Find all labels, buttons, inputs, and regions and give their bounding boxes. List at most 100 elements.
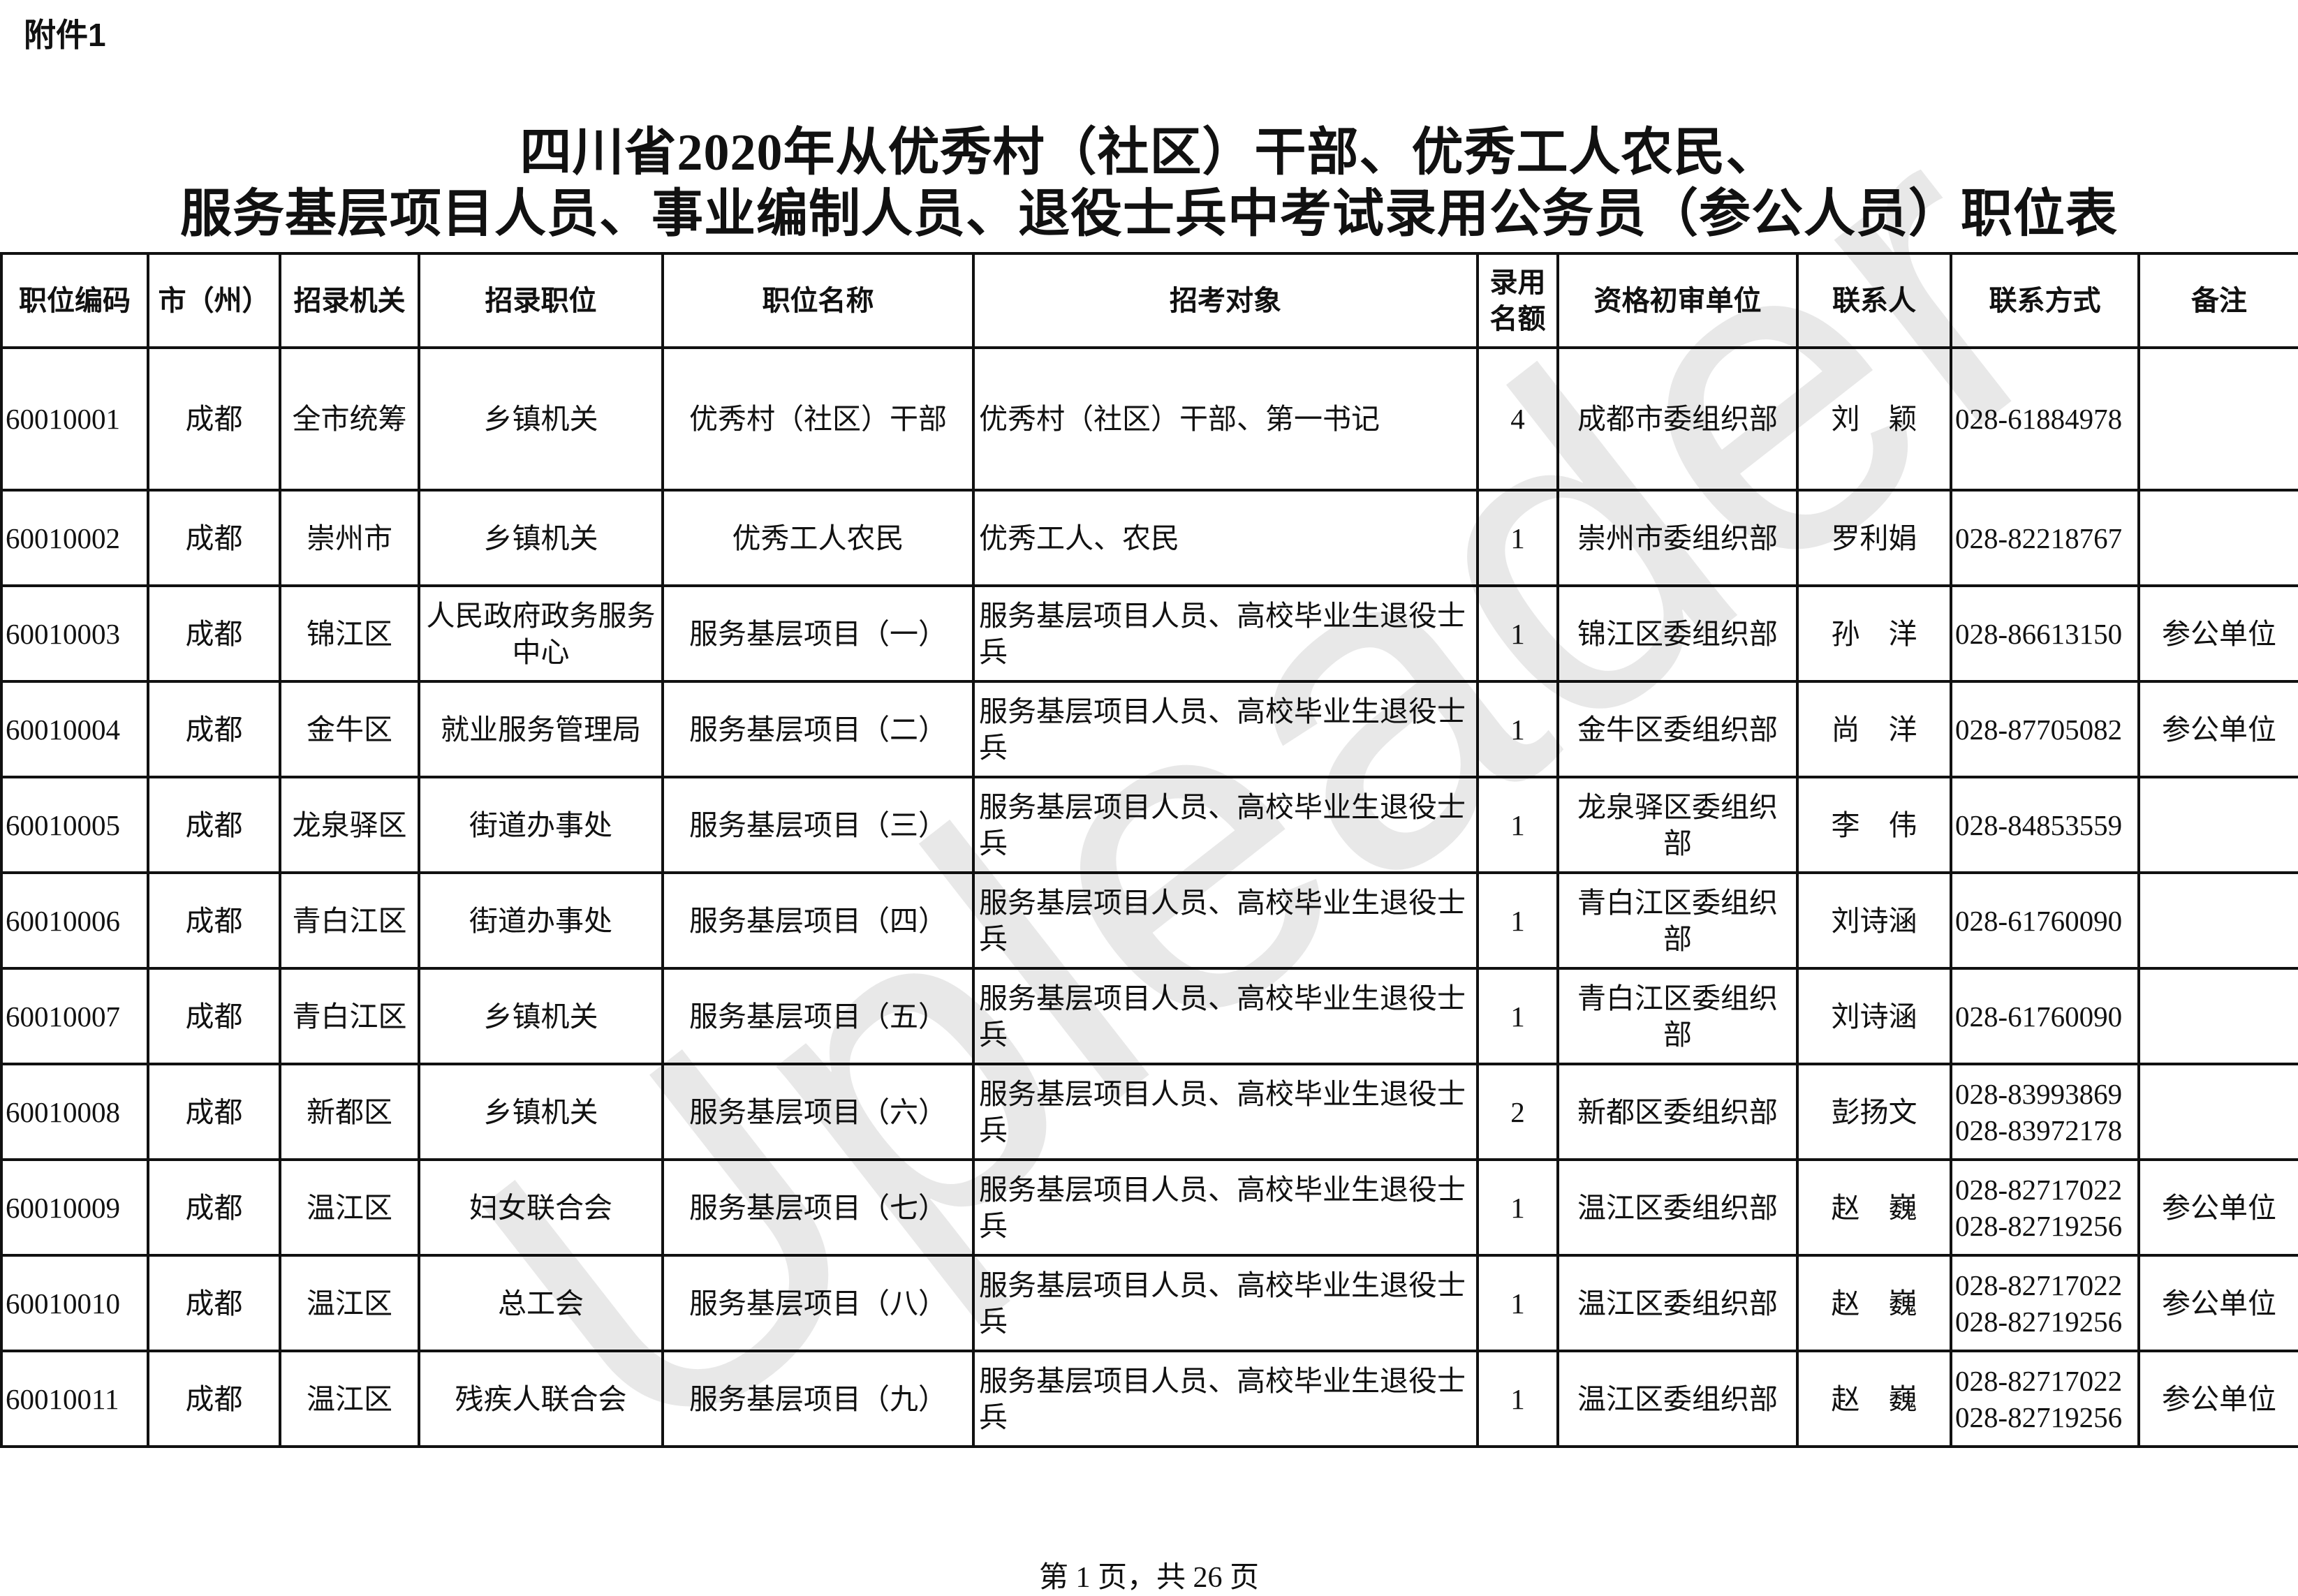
cell-recruit-position: 妇女联合会 — [418, 1158, 664, 1257]
cell-city: 成都 — [147, 489, 281, 587]
cell-recruit-position: 街道办事处 — [418, 776, 664, 874]
column-header: 招录机关 — [279, 252, 420, 349]
cell-position-name: 服务基层项目（六） — [661, 1063, 975, 1161]
table-row: 60010007 成都 青白江区 乡镇机关 服务基层项目（五） 服务基层项目人员、高校毕业… — [0, 967, 2298, 1065]
cell-contact-phone: 028-82717022 028-82719256 — [1950, 1158, 2140, 1257]
column-header: 职位名称 — [661, 252, 975, 349]
cell-city: 成都 — [147, 1254, 281, 1352]
cell-agency: 龙泉驿区 — [279, 776, 420, 874]
cell-contact-person: 罗利娟 — [1796, 489, 1952, 587]
cell-remark — [2137, 871, 2298, 970]
cell-agency: 新都区 — [279, 1063, 420, 1161]
table-row: 60010006 成都 青白江区 街道办事处 服务基层项目（四） 服务基层项目人员、高校毕… — [0, 871, 2298, 970]
cell-target-applicants: 服务基层项目人员、高校毕业生退役士兵 — [972, 776, 1479, 874]
cell-recruit-position: 乡镇机关 — [418, 489, 664, 587]
cell-position-code: 60010011 — [0, 1350, 149, 1448]
table-row: 60010011 成都 温江区 残疾人联合会 服务基层项目（九） 服务基层项目人员、高校毕… — [0, 1350, 2298, 1448]
cell-position-code: 60010003 — [0, 584, 149, 683]
positions-table: 职位编码 市（州） 招录机关 招录职位 职位名称 招考对象 录用名额 资格初审单位 联系人 联系方… — [0, 252, 2298, 1448]
cell-position-name: 服务基层项目（七） — [661, 1158, 975, 1257]
cell-agency: 青白江区 — [279, 967, 420, 1065]
cell-target-applicants: 服务基层项目人员、高校毕业生退役士兵 — [972, 680, 1479, 778]
cell-target-applicants: 服务基层项目人员、高校毕业生退役士兵 — [972, 1254, 1479, 1352]
table-row: 60010002 成都 崇州市 乡镇机关 优秀工人农民 优秀工人、农民 1 崇州市委组织部 罗利… — [0, 489, 2298, 587]
cell-agency: 崇州市 — [279, 489, 420, 587]
cell-remark — [2137, 489, 2298, 587]
cell-contact-person: 孙 洋 — [1796, 584, 1952, 683]
cell-position-name: 服务基层项目（四） — [661, 871, 975, 970]
cell-contact-person: 赵 巍 — [1796, 1254, 1952, 1352]
table-row: 60010003 成都 锦江区 人民政府政务服务中心 服务基层项目（一） 服务基层项目人员… — [0, 584, 2298, 683]
cell-contact-person: 赵 巍 — [1796, 1350, 1952, 1448]
cell-remark — [2137, 346, 2298, 492]
cell-review-unit: 成都市委组织部 — [1556, 346, 1799, 492]
cell-agency: 金牛区 — [279, 680, 420, 778]
cell-city: 成都 — [147, 1158, 281, 1257]
cell-review-unit: 温江区委组织部 — [1556, 1254, 1799, 1352]
cell-quota: 1 — [1476, 680, 1559, 778]
cell-target-applicants: 优秀村（社区）干部、第一书记 — [972, 346, 1479, 492]
cell-target-applicants: 服务基层项目人员、高校毕业生退役士兵 — [972, 1350, 1479, 1448]
cell-contact-person: 刘 颖 — [1796, 346, 1952, 492]
cell-contact-phone: 028-61760090 — [1950, 871, 2140, 970]
table-row: 60010005 成都 龙泉驿区 街道办事处 服务基层项目（三） 服务基层项目人员、高校毕… — [0, 776, 2298, 874]
column-header: 职位编码 — [0, 252, 149, 349]
cell-city: 成都 — [147, 776, 281, 874]
cell-position-name: 服务基层项目（五） — [661, 967, 975, 1065]
column-header: 市（州） — [147, 252, 281, 349]
cell-contact-person: 彭扬文 — [1796, 1063, 1952, 1161]
cell-recruit-position: 人民政府政务服务中心 — [418, 584, 664, 683]
cell-quota: 1 — [1476, 1350, 1559, 1448]
cell-city: 成都 — [147, 967, 281, 1065]
cell-contact-phone: 028-83993869 028-83972178 — [1950, 1063, 2140, 1161]
cell-remark: 参公单位 — [2137, 1254, 2298, 1352]
table-row: 60010009 成都 温江区 妇女联合会 服务基层项目（七） 服务基层项目人员、高校毕业… — [0, 1158, 2298, 1257]
cell-city: 成都 — [147, 584, 281, 683]
cell-quota: 1 — [1476, 489, 1559, 587]
table-row: 60010001 成都 全市统筹 乡镇机关 优秀村（社区）干部 优秀村（社区）干部、第一书… — [0, 346, 2298, 492]
cell-target-applicants: 服务基层项目人员、高校毕业生退役士兵 — [972, 871, 1479, 970]
cell-quota: 1 — [1476, 776, 1559, 874]
cell-quota: 1 — [1476, 584, 1559, 683]
cell-quota: 2 — [1476, 1063, 1559, 1161]
cell-review-unit: 青白江区委组织部 — [1556, 871, 1799, 970]
cell-recruit-position: 残疾人联合会 — [418, 1350, 664, 1448]
page-title-line2: 服务基层项目人员、事业编制人员、退役士兵中考试录用公务员（参公人员）职位表 — [180, 186, 2118, 243]
cell-quota: 1 — [1476, 871, 1559, 970]
cell-contact-phone: 028-86613150 — [1950, 584, 2140, 683]
cell-position-name: 优秀村（社区）干部 — [661, 346, 975, 492]
cell-remark: 参公单位 — [2137, 1350, 2298, 1448]
column-header: 资格初审单位 — [1556, 252, 1799, 349]
cell-position-code: 60010008 — [0, 1063, 149, 1161]
cell-agency: 温江区 — [279, 1350, 420, 1448]
cell-position-name: 服务基层项目（八） — [661, 1254, 975, 1352]
column-header: 联系方式 — [1950, 252, 2140, 349]
cell-review-unit: 新都区委组织部 — [1556, 1063, 1799, 1161]
cell-city: 成都 — [147, 1350, 281, 1448]
cell-contact-person: 刘诗涵 — [1796, 871, 1952, 970]
column-header: 联系人 — [1796, 252, 1952, 349]
table-header-row: 职位编码 市（州） 招录机关 招录职位 职位名称 招考对象 录用名额 资格初审单位 联系人 联系方… — [0, 252, 2298, 349]
cell-quota: 4 — [1476, 346, 1559, 492]
cell-contact-phone: 028-87705082 — [1950, 680, 2140, 778]
cell-agency: 全市统筹 — [279, 346, 420, 492]
cell-position-name: 服务基层项目（九） — [661, 1350, 975, 1448]
cell-position-name: 优秀工人农民 — [661, 489, 975, 587]
cell-review-unit: 温江区委组织部 — [1556, 1350, 1799, 1448]
cell-recruit-position: 乡镇机关 — [418, 346, 664, 492]
table-row: 60010010 成都 温江区 总工会 服务基层项目（八） 服务基层项目人员、高校毕业生退… — [0, 1254, 2298, 1352]
cell-remark: 参公单位 — [2137, 1158, 2298, 1257]
column-header: 录用名额 — [1476, 252, 1559, 349]
column-header: 招录职位 — [418, 252, 664, 349]
cell-review-unit: 崇州市委组织部 — [1556, 489, 1799, 587]
cell-city: 成都 — [147, 680, 281, 778]
column-header: 招考对象 — [972, 252, 1479, 349]
cell-city: 成都 — [147, 1063, 281, 1161]
cell-target-applicants: 服务基层项目人员、高校毕业生退役士兵 — [972, 584, 1479, 683]
cell-contact-phone: 028-82717022 028-82719256 — [1950, 1350, 2140, 1448]
cell-agency: 青白江区 — [279, 871, 420, 970]
cell-contact-phone: 028-84853559 — [1950, 776, 2140, 874]
cell-target-applicants: 服务基层项目人员、高校毕业生退役士兵 — [972, 1063, 1479, 1161]
cell-position-name: 服务基层项目（三） — [661, 776, 975, 874]
attachment-label: 附件1 — [24, 17, 106, 53]
